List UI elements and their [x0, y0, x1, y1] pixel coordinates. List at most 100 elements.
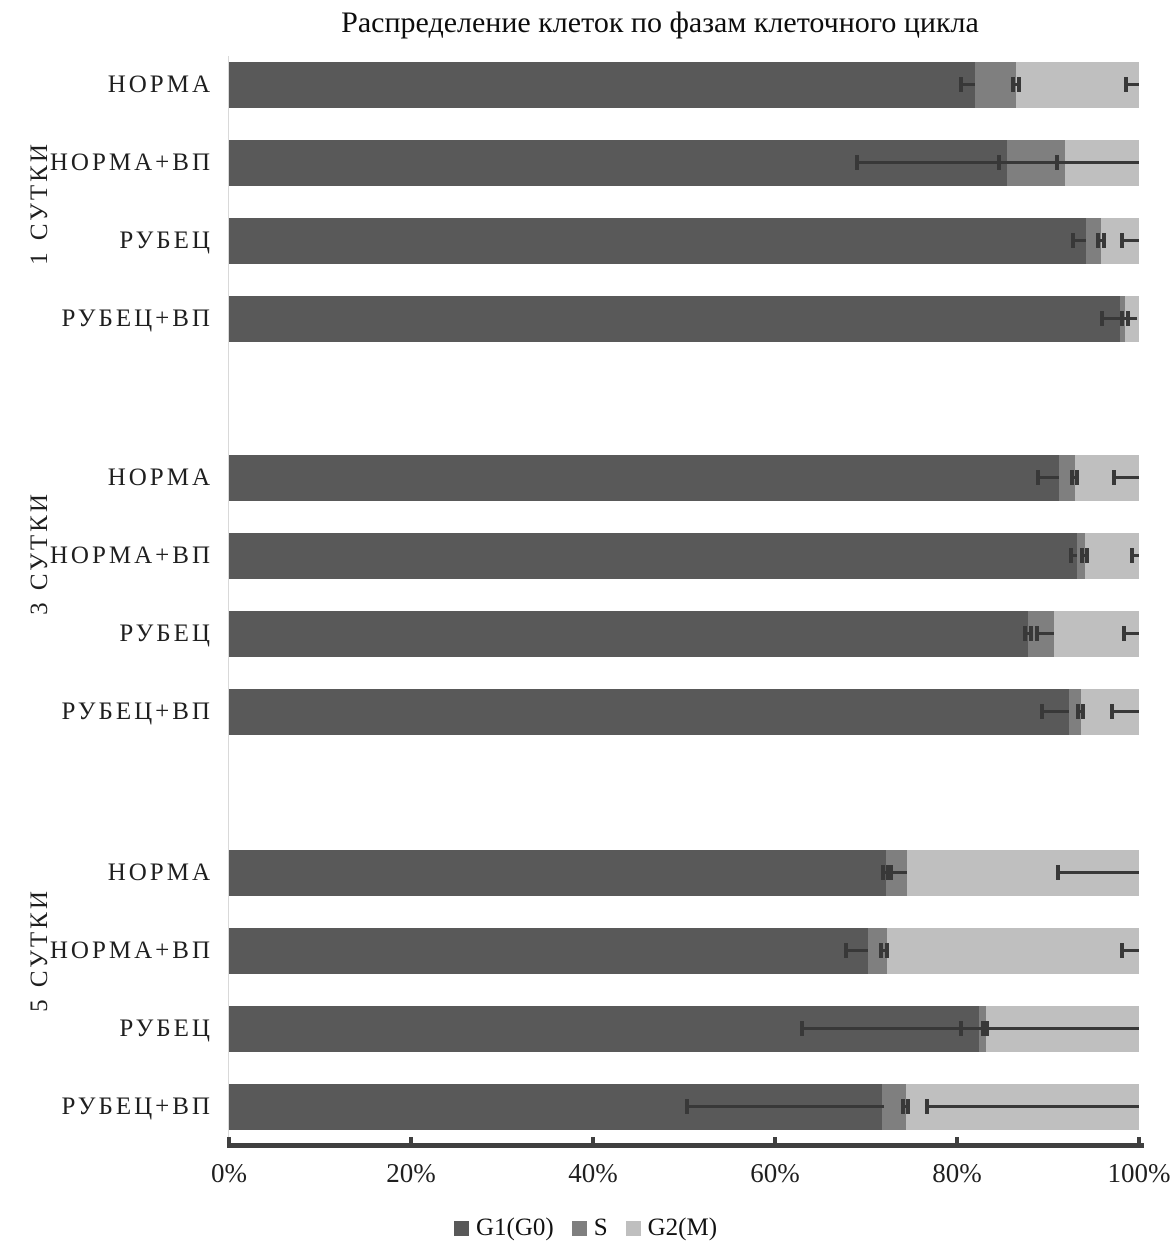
bar-segment-g1 — [229, 611, 1028, 657]
bar-label: НОРМА+ВП — [49, 542, 213, 569]
error-bar-line — [1037, 476, 1059, 479]
error-bar-cap — [1099, 311, 1104, 326]
bar-segment-g2 — [886, 928, 1139, 974]
bar-segment-g1 — [229, 62, 976, 108]
bar-label: НОРМА+ВП — [49, 937, 213, 964]
error-bar-cap — [1068, 548, 1073, 563]
bar-segment-s — [1068, 689, 1081, 735]
error-bar-cap — [1070, 233, 1075, 248]
error-bar-cap — [1028, 626, 1033, 641]
x-axis-line — [227, 1143, 1144, 1148]
bar-label: НОРМА — [107, 71, 213, 98]
bar-label: НОРМА+ВП — [49, 149, 213, 176]
error-bar-line — [1126, 83, 1139, 86]
x-axis-tick — [591, 1137, 595, 1143]
stacked-bar — [229, 218, 1139, 264]
error-bar-cap — [1112, 470, 1117, 485]
error-bar-cap — [981, 1021, 986, 1036]
error-bar-line — [686, 1105, 885, 1108]
error-bar-line — [1121, 317, 1129, 320]
stacked-bar — [229, 533, 1139, 579]
bar-label: РУБЕЦ+ВП — [61, 305, 213, 332]
error-bar-cap — [1023, 626, 1028, 641]
error-bar-cap — [1122, 626, 1127, 641]
bar-label: РУБЕЦ — [119, 227, 213, 254]
error-bar-cap — [1069, 470, 1074, 485]
error-bar-cap — [843, 943, 848, 958]
error-bar-line — [1101, 317, 1138, 320]
error-bar-cap — [854, 155, 859, 170]
stacked-bar — [229, 62, 1139, 108]
error-bar-cap — [1126, 311, 1131, 326]
error-bar-line — [1057, 161, 1066, 164]
error-bar-cap — [1016, 77, 1021, 92]
stacked-bar — [229, 928, 1139, 974]
x-axis-tick-label: 80% — [932, 1158, 982, 1188]
legend: G1(G0) S G2(M) — [0, 1210, 1171, 1246]
error-bar-cap — [885, 865, 890, 880]
legend-item: S — [571, 1214, 608, 1242]
error-bar-line — [1071, 476, 1078, 479]
bar-segment-g1 — [229, 928, 868, 974]
error-bar-cap — [1129, 548, 1134, 563]
error-bar-cap — [1056, 865, 1060, 880]
stacked-bar — [229, 140, 1139, 186]
x-axis-tick-label: 0% — [211, 1158, 247, 1188]
bar-label: РУБЕЦ+ВП — [61, 698, 213, 725]
error-bar-line — [1037, 632, 1055, 635]
error-bar-cap — [884, 943, 889, 958]
stacked-bar — [229, 1084, 1139, 1130]
error-bar-cap — [1096, 233, 1101, 248]
error-bar-line — [881, 949, 887, 952]
error-bar-line — [1111, 710, 1139, 713]
stacked-bar — [229, 1006, 1139, 1052]
error-bar-cap — [879, 943, 884, 958]
error-bar-cap — [924, 1099, 929, 1114]
legend-label: G1(G0) — [475, 1214, 554, 1241]
error-bar-cap — [901, 1099, 906, 1114]
bar-segment-g1 — [229, 689, 1069, 735]
error-bar-line — [883, 871, 888, 874]
error-bar-line — [890, 871, 907, 874]
stacked-bar — [229, 611, 1139, 657]
error-bar-line — [1058, 871, 1139, 874]
legend-label: G2(M) — [647, 1214, 718, 1241]
x-axis-tick — [1137, 1137, 1141, 1143]
error-bar-cap — [1075, 470, 1080, 485]
error-bar-line — [1078, 710, 1084, 713]
bar-segment-s — [1058, 455, 1076, 501]
legend-swatch-g1 — [453, 1220, 469, 1236]
bar-segment-g1 — [229, 218, 1087, 264]
error-bar-cap — [1119, 311, 1124, 326]
error-bar-line — [926, 1105, 1139, 1108]
error-bar-cap — [985, 1021, 990, 1036]
error-bar-cap — [1101, 233, 1106, 248]
error-bar-line — [1131, 554, 1139, 557]
x-axis-tick-label: 100% — [1107, 1158, 1171, 1188]
error-bar-cap — [905, 1099, 910, 1114]
error-bar-line — [1124, 632, 1139, 635]
bar-label: НОРМА — [107, 859, 213, 886]
bar-label: РУБЕЦ — [119, 620, 213, 647]
error-bar-line — [998, 161, 1008, 164]
bar-segment-g1 — [229, 533, 1078, 579]
bar-segment-g1 — [229, 850, 887, 896]
stacked-bar — [229, 689, 1139, 735]
legend-swatch-s — [571, 1220, 587, 1236]
error-bar-cap — [958, 1021, 963, 1036]
error-bar-cap — [958, 77, 963, 92]
bar-segment-g1 — [229, 455, 1059, 501]
bar-segment-s — [867, 928, 887, 974]
bar-label: РУБЕЦ — [119, 1015, 213, 1042]
error-bar-line — [1070, 554, 1078, 557]
error-bar-cap — [881, 865, 886, 880]
x-axis-tick — [773, 1137, 777, 1143]
error-bar-line — [1098, 239, 1104, 242]
error-bar-cap — [1039, 704, 1044, 719]
error-bar-cap — [888, 865, 893, 880]
error-bar-line — [1072, 239, 1087, 242]
error-bar-cap — [1119, 943, 1124, 958]
error-bar-line — [903, 1105, 908, 1108]
y-axis-line — [228, 56, 229, 1144]
error-bar-cap — [1079, 548, 1084, 563]
